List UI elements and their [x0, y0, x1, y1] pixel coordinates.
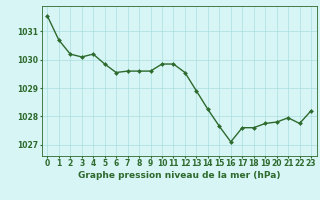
X-axis label: Graphe pression niveau de la mer (hPa): Graphe pression niveau de la mer (hPa): [78, 171, 280, 180]
